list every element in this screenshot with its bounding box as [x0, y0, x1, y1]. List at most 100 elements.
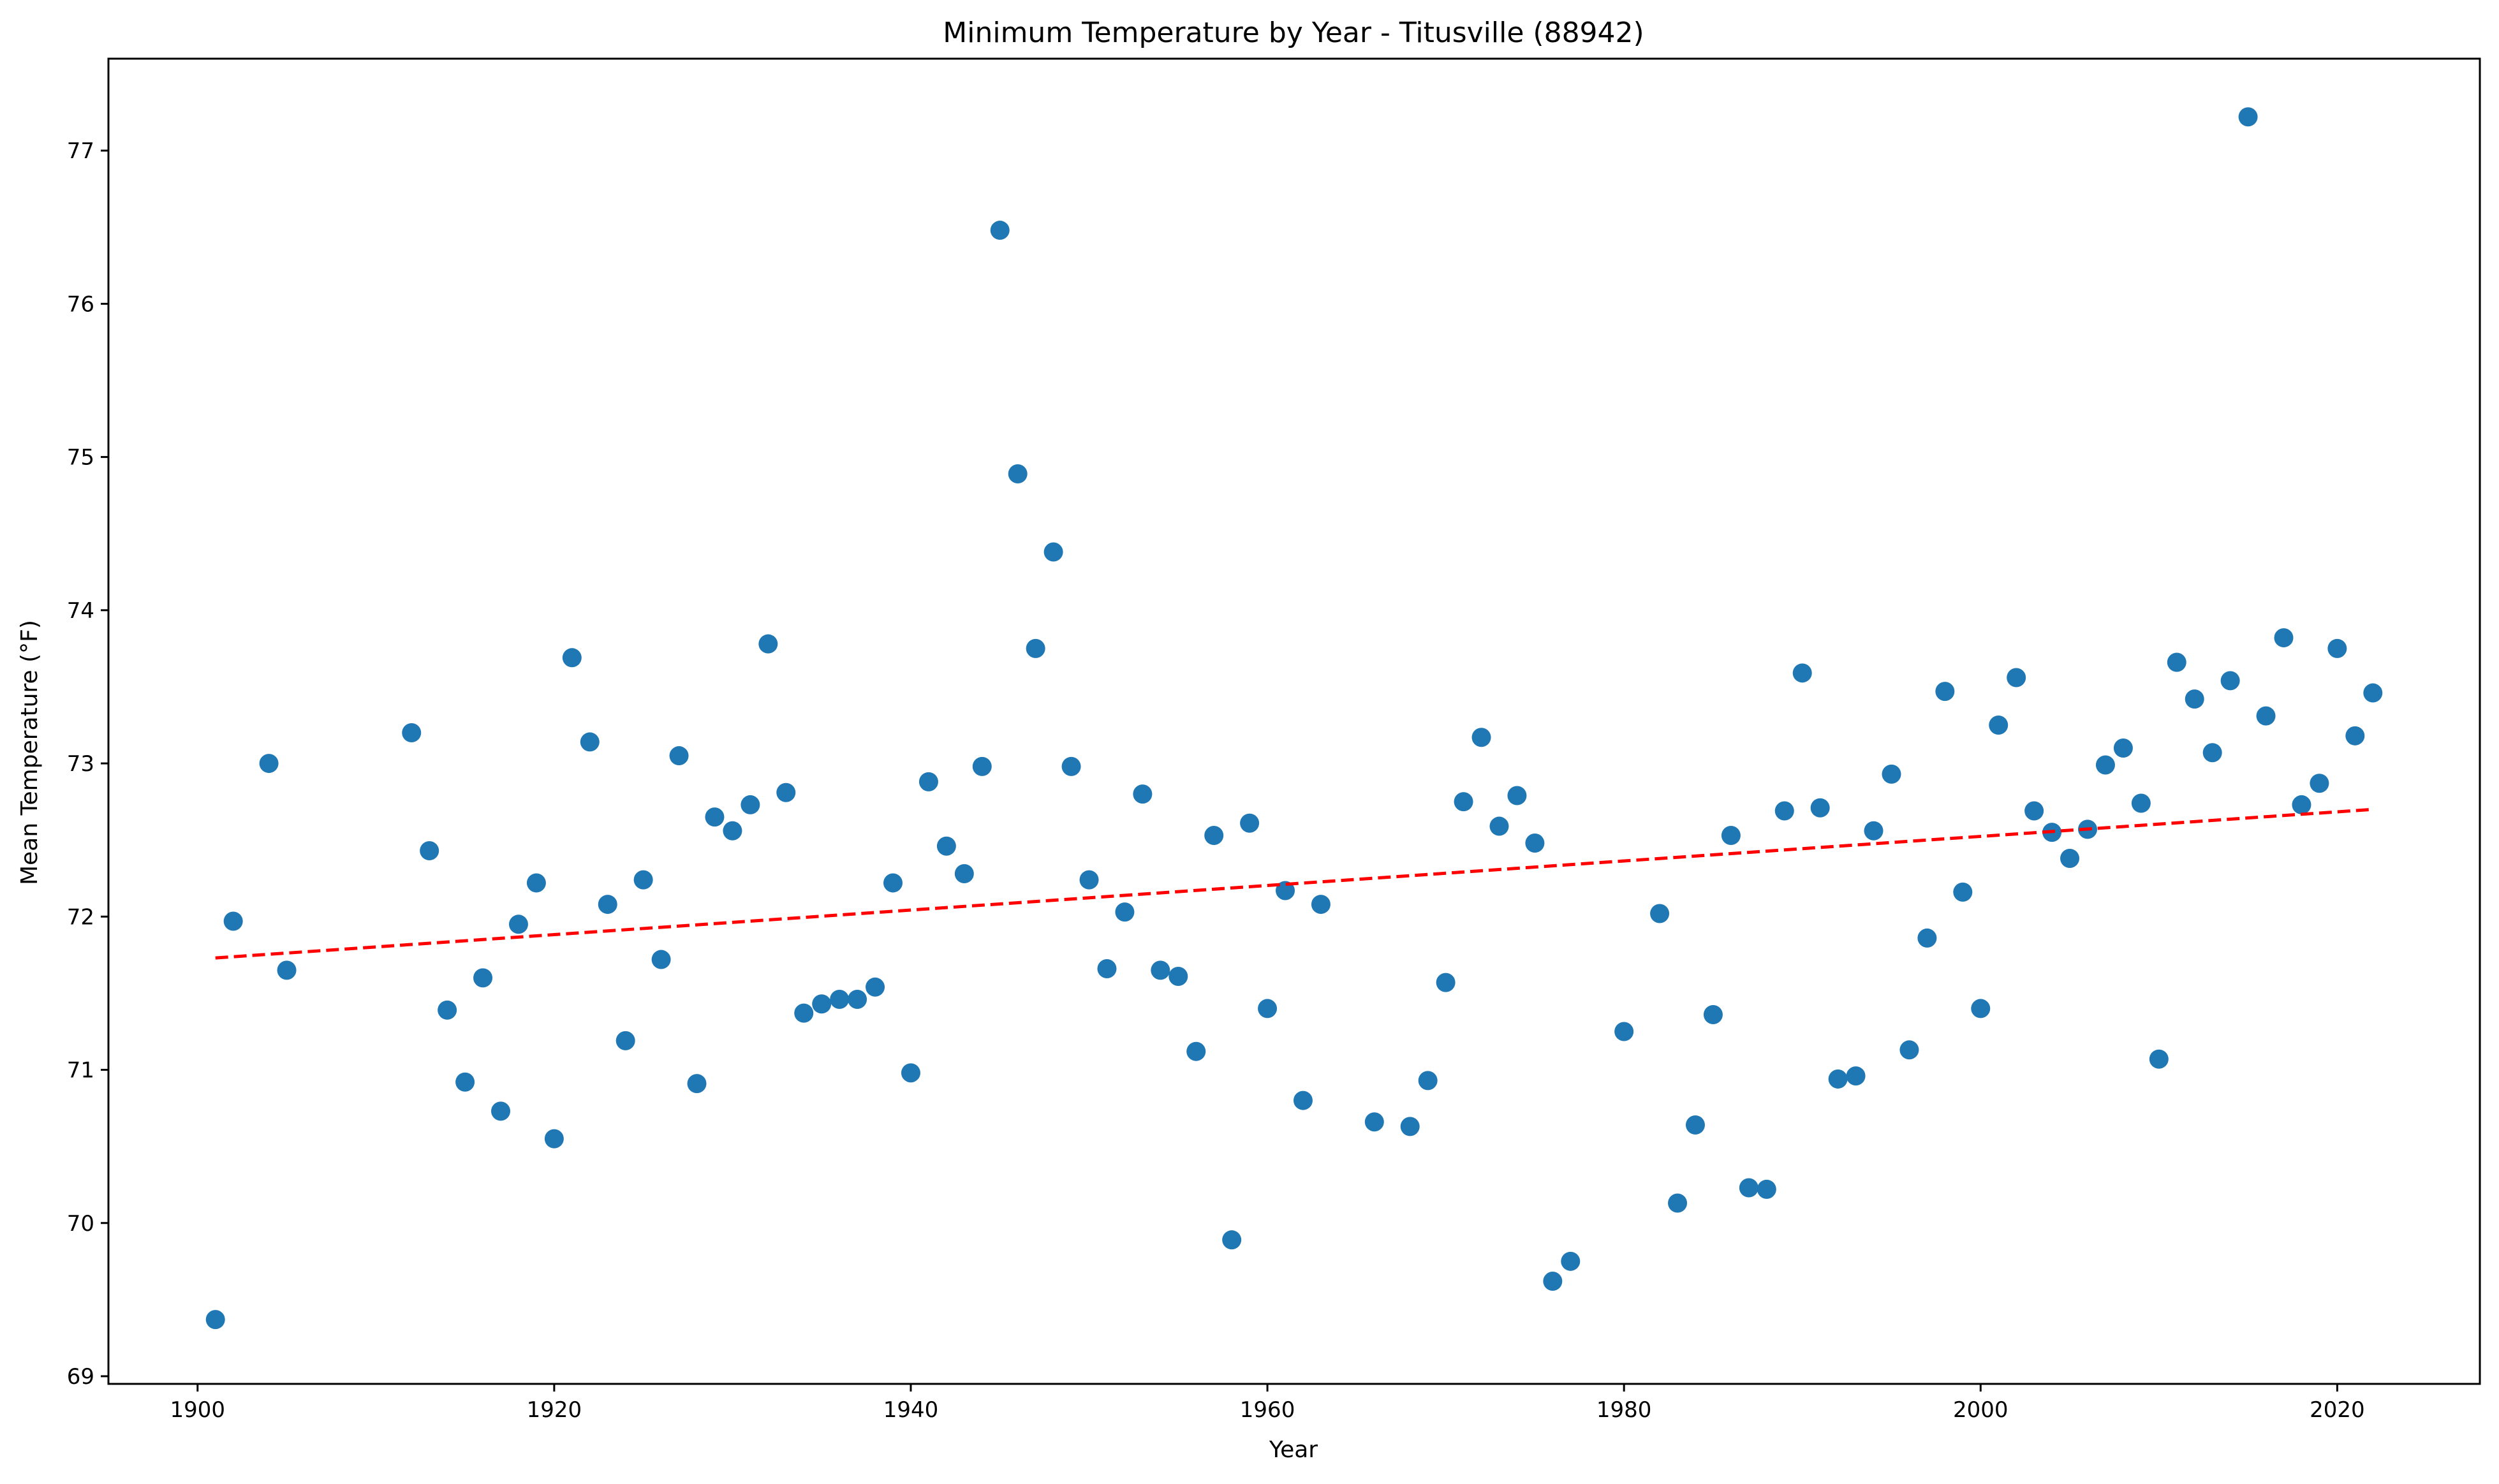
data-point	[1400, 1117, 1420, 1136]
data-point	[990, 221, 1010, 240]
data-point	[1418, 1071, 1438, 1091]
data-point	[1008, 464, 1028, 484]
data-point	[2149, 1049, 2169, 1069]
data-point	[544, 1129, 564, 1149]
data-point	[2327, 638, 2347, 658]
data-point	[1222, 1230, 1242, 1250]
data-point	[1703, 1005, 1723, 1025]
data-point	[616, 1031, 635, 1050]
data-point	[1026, 638, 1045, 658]
plot-frame	[107, 57, 2481, 1385]
y-tick-label: 69	[67, 1364, 94, 1390]
data-point	[562, 648, 582, 668]
y-axis-ticks: 69 70 71 72 73 74 75 76 77	[67, 138, 108, 1390]
data-point	[438, 1000, 457, 1020]
data-point	[2363, 683, 2383, 703]
data-point	[2274, 628, 2294, 648]
x-tick-label: 2000	[1953, 1397, 2009, 1423]
data-point	[2202, 743, 2222, 763]
y-tick-label: 73	[67, 751, 94, 777]
data-point	[1846, 1066, 1866, 1086]
data-point	[1864, 821, 1883, 841]
data-point	[1792, 663, 1812, 683]
data-point	[1115, 902, 1135, 922]
x-tick-label: 1920	[527, 1397, 582, 1423]
data-point	[1650, 904, 1670, 923]
data-point	[1079, 870, 1099, 890]
data-point	[1507, 786, 1527, 805]
data-point	[1721, 825, 1741, 845]
data-point	[1311, 895, 1331, 915]
trend-line	[215, 807, 2373, 960]
data-point	[866, 977, 885, 997]
y-axis-label: Mean Temperature (°F)	[17, 620, 43, 885]
data-point	[2185, 689, 2204, 709]
data-point	[918, 772, 938, 791]
data-point	[277, 960, 297, 980]
data-point	[883, 873, 903, 893]
data-point	[205, 1310, 225, 1330]
data-point	[1240, 813, 1260, 833]
data-point	[723, 821, 742, 841]
data-point	[1061, 756, 1081, 776]
data-point	[1668, 1193, 1688, 1213]
data-point	[1739, 1178, 1758, 1198]
data-point	[1168, 966, 1188, 986]
data-point	[1293, 1091, 1313, 1110]
y-tick-label: 77	[67, 138, 94, 164]
data-point	[2095, 755, 2115, 775]
data-point	[669, 746, 689, 766]
data-point	[1810, 798, 1830, 818]
data-point	[2238, 107, 2258, 127]
x-tick-label: 2020	[2310, 1397, 2365, 1423]
data-point	[812, 994, 832, 1014]
data-points	[205, 107, 2383, 1330]
data-point	[2113, 738, 2133, 758]
data-point	[598, 895, 617, 915]
data-point	[848, 990, 867, 1010]
chart-title: Minimum Temperature by Year - Titusville…	[943, 17, 1644, 49]
data-point	[2167, 652, 2186, 672]
data-point	[1525, 833, 1545, 853]
y-tick-label: 71	[67, 1058, 94, 1084]
data-point	[1882, 764, 1901, 784]
data-point	[1561, 1251, 1581, 1271]
x-tick-label: 1940	[883, 1397, 939, 1423]
data-point	[473, 968, 493, 988]
data-point	[1489, 816, 1509, 836]
data-point	[1258, 999, 1278, 1018]
data-point	[1899, 1040, 1919, 1060]
data-point	[1757, 1179, 1776, 1199]
data-point	[526, 873, 546, 893]
data-point	[2292, 795, 2311, 814]
y-tick-label: 72	[67, 904, 94, 930]
data-point	[2256, 706, 2276, 726]
data-point	[830, 990, 850, 1010]
data-point	[1186, 1041, 1206, 1061]
data-point	[1364, 1112, 1384, 1132]
data-point	[1685, 1115, 1705, 1135]
x-tick-label: 1960	[1240, 1397, 1295, 1423]
data-point	[580, 732, 600, 752]
data-point	[1828, 1069, 1848, 1089]
data-point	[1774, 801, 1794, 821]
data-point	[508, 915, 528, 934]
data-point	[1204, 825, 1224, 845]
data-point	[2345, 726, 2365, 746]
data-point	[794, 1003, 814, 1023]
data-point	[2024, 801, 2044, 821]
data-point	[402, 723, 422, 743]
data-point	[633, 870, 653, 890]
data-point	[1276, 881, 1295, 900]
data-point	[776, 782, 796, 802]
x-tick-label: 1900	[170, 1397, 226, 1423]
data-point	[651, 950, 671, 969]
data-point	[1971, 999, 1991, 1018]
data-point	[223, 911, 243, 931]
y-tick-label: 70	[67, 1211, 94, 1237]
data-point	[1471, 728, 1491, 747]
data-point	[420, 841, 439, 860]
data-point	[1133, 784, 1153, 804]
y-tick-label: 75	[67, 445, 94, 471]
